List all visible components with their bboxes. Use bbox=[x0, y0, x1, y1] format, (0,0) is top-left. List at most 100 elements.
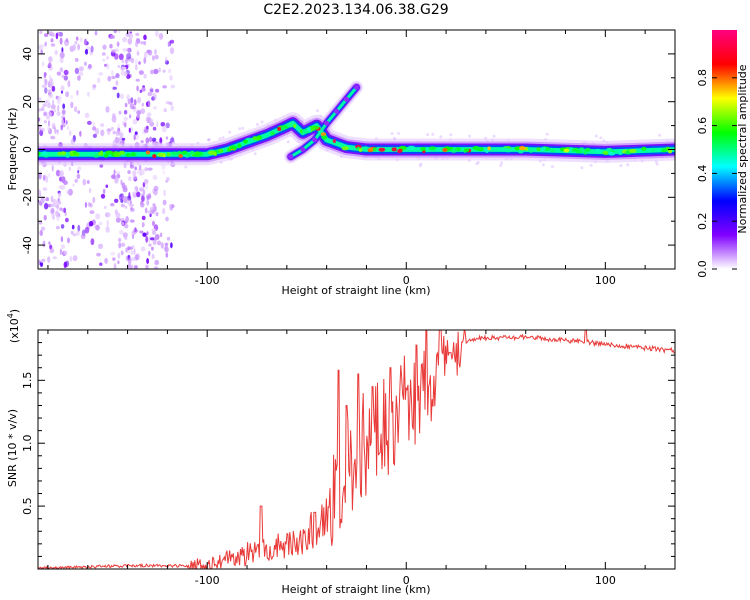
spectrogram-speckle bbox=[63, 180, 68, 185]
spectrogram-speckle bbox=[38, 172, 42, 180]
spectrogram-speckle bbox=[104, 257, 108, 264]
spectrogram-speckle bbox=[80, 233, 86, 240]
spectrogram-hot-cell bbox=[358, 148, 363, 152]
spectrogram-hot-cell bbox=[105, 150, 113, 155]
spectrogram-speckle bbox=[136, 114, 140, 119]
spectrogram-speckle bbox=[43, 202, 49, 210]
spectrogram-halo-cell bbox=[439, 135, 443, 139]
colorbar-tick-label: 0.6 bbox=[696, 117, 709, 135]
spectrogram-x-tick-label: 100 bbox=[595, 274, 616, 287]
spectrogram-speckle bbox=[45, 197, 49, 202]
spectrogram-speckle bbox=[52, 198, 58, 206]
spectrogram-speckle bbox=[128, 74, 132, 78]
spectrogram-speckle bbox=[107, 129, 111, 136]
spectrogram-speckle bbox=[115, 73, 120, 79]
spectrogram-halo-cell bbox=[260, 120, 264, 124]
spectrogram-hot-cell bbox=[177, 150, 182, 155]
spectrogram-speckle bbox=[118, 110, 122, 115]
spectrogram-speckle bbox=[39, 221, 43, 225]
spectrogram-speckle bbox=[164, 56, 168, 64]
spectrogram-speckle bbox=[138, 70, 144, 75]
spectrogram-speckle bbox=[94, 30, 98, 36]
spectrogram-hot-cell bbox=[539, 147, 546, 152]
spectrogram-speckle bbox=[169, 47, 175, 55]
spectrogram-speckle bbox=[126, 52, 132, 60]
spectrogram-speckle bbox=[148, 243, 152, 247]
snr-x-ticks: -100 0 100 bbox=[47, 330, 646, 587]
snr-x-tick-label: 100 bbox=[595, 574, 616, 587]
spectrogram-speckle bbox=[71, 224, 75, 230]
spectrogram-speckle bbox=[105, 226, 110, 233]
spectrogram-halo-cell bbox=[626, 163, 630, 167]
spectrogram-y-tick-label: 0 bbox=[21, 146, 34, 153]
spectrogram-speckle bbox=[46, 111, 53, 117]
spectrogram-hot-cell bbox=[487, 146, 491, 151]
spectrogram-speckle bbox=[61, 109, 66, 115]
spectrogram-speckle bbox=[133, 248, 136, 255]
spectrogram-hot-cell bbox=[270, 131, 275, 136]
spectrogram-speckle bbox=[135, 32, 140, 37]
spectrogram-hot-cell bbox=[563, 148, 570, 153]
spectrogram-speckle bbox=[89, 210, 95, 215]
spectrogram-halo-cell bbox=[475, 162, 479, 166]
spectrogram-speckle bbox=[119, 230, 124, 235]
spectrogram-speckle bbox=[98, 221, 103, 226]
spectrogram-hot-cell bbox=[166, 152, 171, 157]
spectrogram-hot-cell bbox=[629, 148, 637, 153]
spectrogram-speckle bbox=[134, 58, 138, 65]
spectrogram-speckle bbox=[129, 219, 135, 223]
spectrogram-speckle bbox=[118, 242, 122, 249]
spectrogram-speckle bbox=[116, 92, 120, 99]
spectrogram-hot-cell bbox=[667, 149, 673, 154]
spectrogram-hot-cell bbox=[602, 150, 610, 155]
snr-y-axis-label: SNR (10 * v/v) bbox=[6, 409, 19, 487]
spectrogram-speckle bbox=[67, 237, 70, 244]
spectrogram-speckle bbox=[138, 61, 141, 65]
spectrogram-speckle bbox=[143, 179, 149, 184]
spectrogram-speckle bbox=[77, 75, 81, 81]
spectrogram-speckle bbox=[137, 97, 142, 104]
spectrogram-speckle bbox=[39, 230, 43, 236]
spectrogram-hot-cell bbox=[301, 129, 308, 134]
spectrogram-speckle bbox=[112, 130, 116, 135]
spectrogram-speckle bbox=[56, 71, 62, 76]
snr-y-multiplier: (x104) bbox=[6, 309, 21, 343]
spectrogram-speckle bbox=[84, 48, 89, 55]
spectrogram-speckle bbox=[146, 199, 150, 206]
spectrogram-y-tick-label: 40 bbox=[21, 47, 34, 61]
spectrogram-speckle bbox=[60, 124, 63, 131]
spectrogram-speckle bbox=[162, 170, 166, 175]
spectrogram-hot-cell bbox=[255, 136, 262, 141]
spectrogram-hot-cell bbox=[606, 148, 612, 152]
spectrogram-speckle bbox=[130, 206, 133, 211]
spectrogram-speckle bbox=[77, 166, 82, 171]
spectrogram-speckle bbox=[162, 69, 166, 73]
spectrogram-speckle bbox=[63, 69, 69, 76]
spectrogram-speckle bbox=[77, 110, 81, 114]
spectrogram-speckle bbox=[111, 116, 117, 123]
colorbar-tick-label: 0.4 bbox=[696, 165, 709, 183]
spectrogram-speckle bbox=[127, 170, 131, 175]
spectrogram-speckle bbox=[113, 30, 118, 34]
spectrogram-speckle bbox=[50, 135, 55, 140]
spectrogram-speckle bbox=[102, 44, 107, 50]
spectrogram-speckle bbox=[69, 255, 73, 262]
spectrogram-hot-cell bbox=[226, 147, 232, 152]
spectrogram-speckle bbox=[150, 118, 153, 123]
spectrogram-speckle bbox=[42, 174, 46, 181]
spectrogram-speckle bbox=[123, 109, 128, 115]
spectrogram-speckle bbox=[158, 32, 164, 40]
spectrogram-speckle bbox=[132, 170, 137, 176]
spectrogram-speckle bbox=[39, 30, 43, 35]
spectrogram-speckle bbox=[153, 205, 157, 212]
spectrogram-branch-point bbox=[354, 84, 359, 90]
spectrogram-speckle bbox=[123, 71, 128, 77]
spectrogram-hot-cell bbox=[181, 150, 188, 155]
spectrogram-speckle bbox=[120, 198, 124, 203]
spectrogram-halo-cell bbox=[541, 163, 545, 167]
spectrogram-speckle bbox=[133, 134, 136, 141]
spectrogram-speckle bbox=[43, 72, 47, 79]
spectrogram-halo-cell bbox=[241, 126, 245, 130]
spectrogram-speckle bbox=[74, 41, 78, 45]
